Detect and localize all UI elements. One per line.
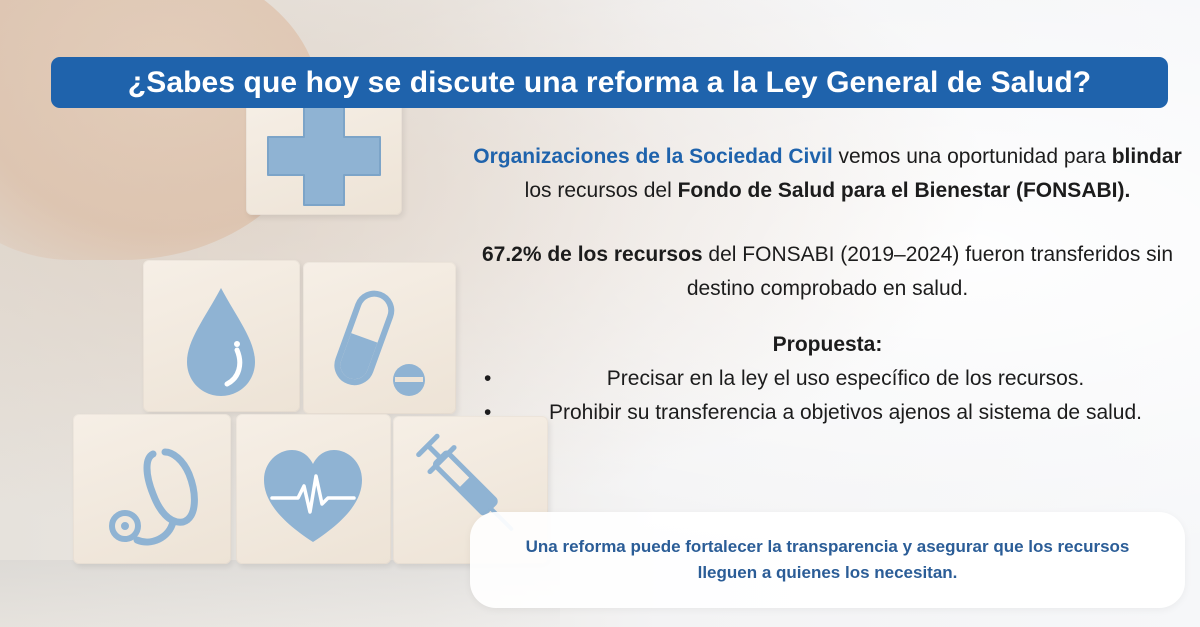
main-content: Organizaciones de la Sociedad Civil vemo… bbox=[470, 140, 1185, 430]
pill-capsule-icon bbox=[334, 290, 425, 396]
table-surface bbox=[0, 560, 560, 627]
blindar-word: blindar bbox=[1111, 145, 1182, 168]
stethoscope-icon bbox=[109, 448, 198, 546]
block-cross bbox=[246, 95, 402, 215]
syringe-icon bbox=[416, 433, 514, 531]
callout-text: Una reforma puede fortalecer la transpar… bbox=[525, 537, 1130, 582]
block-stethoscope bbox=[73, 414, 231, 564]
fondo-name: Fondo de Salud para el Bienestar (FONSAB… bbox=[677, 179, 1131, 202]
proposal-item-2: Prohibir su transferencia a objetivos aj… bbox=[549, 401, 1142, 424]
heart-pulse-icon bbox=[264, 450, 362, 542]
title-banner: ¿Sabes que hoy se discute una reforma a … bbox=[51, 57, 1168, 108]
callout-box: Una reforma puede fortalecer la transpar… bbox=[470, 512, 1185, 608]
page-title: ¿Sabes que hoy se discute una reforma a … bbox=[127, 65, 1092, 99]
block-pill bbox=[303, 262, 456, 414]
list-item: • Prohibir su transferencia a objetivos … bbox=[470, 396, 1185, 430]
block-heart bbox=[236, 414, 391, 564]
stat-highlight: 67.2% de los recursos bbox=[481, 243, 703, 266]
proposal-item-1: Precisar en la ley el uso específico de … bbox=[606, 367, 1085, 390]
block-drop bbox=[143, 260, 300, 412]
water-drop-icon bbox=[187, 288, 255, 396]
list-item: • Precisar en la ley el uso específico d… bbox=[470, 362, 1185, 396]
proposal-list: • Precisar en la ley el uso específico d… bbox=[470, 362, 1185, 430]
proposal-heading: Propuesta: bbox=[772, 333, 883, 356]
intro-paragraph: Organizaciones de la Sociedad Civil vemo… bbox=[470, 140, 1185, 208]
medical-cross-icon bbox=[267, 104, 381, 206]
stat-paragraph: 67.2% de los recursos del FONSABI (2019–… bbox=[470, 238, 1185, 306]
intro-text-2: los recursos del bbox=[524, 179, 678, 202]
org-name: Organizaciones de la Sociedad Civil bbox=[473, 145, 833, 168]
bullet-icon: • bbox=[484, 367, 492, 390]
intro-text-1: vemos una oportunidad para bbox=[832, 145, 1112, 168]
bullet-icon: • bbox=[484, 401, 492, 424]
stat-text: del FONSABI (2019–2024) fueron transferi… bbox=[686, 243, 1174, 300]
